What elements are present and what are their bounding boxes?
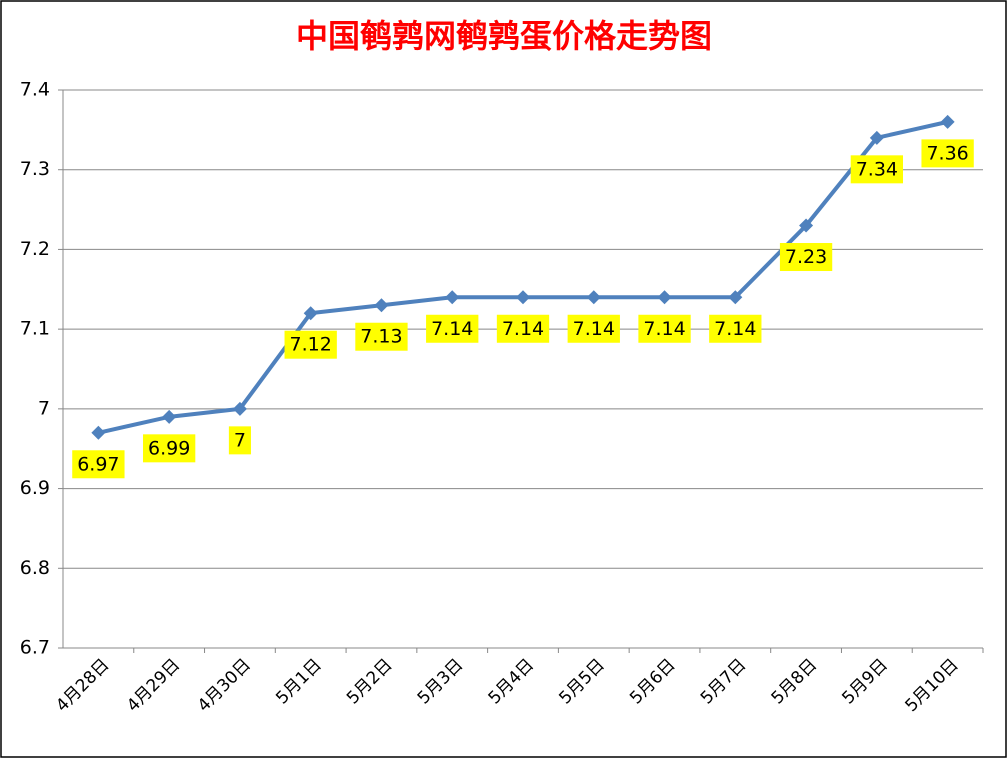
data-label: 7.12 — [284, 330, 337, 359]
data-label: 7.14 — [638, 314, 691, 343]
data-label-text: 6.97 — [77, 453, 119, 475]
data-label-bg — [709, 314, 762, 343]
data-label-text: 6.99 — [148, 437, 190, 459]
data-label-bg — [72, 450, 125, 479]
data-label-bg — [496, 314, 550, 343]
data-label: 7.34 — [850, 155, 904, 184]
point-marker — [728, 290, 743, 305]
y-tick-label: 6.8 — [20, 557, 50, 579]
data-label-text: 7.14 — [502, 318, 544, 340]
y-tick-label: 7 — [38, 397, 50, 419]
data-label: 7.14 — [709, 314, 762, 343]
data-label: 7.14 — [567, 314, 620, 343]
data-label-text: 7.36 — [926, 142, 968, 164]
data-label-bg — [850, 155, 904, 184]
y-tick-label: 6.7 — [20, 637, 50, 659]
data-label-text: 7.14 — [431, 318, 473, 340]
point-marker — [445, 290, 460, 305]
data-label: 6.99 — [142, 434, 196, 463]
data-label-bg — [426, 314, 479, 343]
data-label-text: 7.14 — [643, 318, 685, 340]
point-marker — [586, 290, 601, 305]
point-marker — [516, 290, 530, 305]
data-label-text: 7.14 — [573, 318, 615, 340]
data-label-text: 7.12 — [290, 334, 332, 356]
data-label: 7.14 — [426, 314, 479, 343]
data-label: 7.14 — [496, 314, 550, 343]
data-label-bg — [779, 243, 833, 272]
y-tick-label: 7.2 — [20, 238, 50, 260]
point-marker — [162, 409, 177, 424]
data-label-text: 7.14 — [714, 318, 756, 340]
data-label: 7.13 — [355, 322, 408, 351]
data-label-bg — [638, 314, 691, 343]
point-marker — [799, 218, 814, 233]
y-tick-label: 6.9 — [20, 477, 50, 499]
point-marker — [940, 114, 955, 129]
point-marker — [303, 306, 318, 321]
data-label: 7.23 — [779, 243, 833, 272]
point-marker — [91, 425, 106, 440]
point-marker — [869, 130, 884, 145]
data-label: 7.36 — [921, 139, 974, 168]
y-tick-label: 7.3 — [20, 158, 50, 180]
data-label: 7 — [228, 426, 251, 455]
point-marker — [232, 401, 247, 416]
data-label-text: 7.23 — [785, 246, 827, 268]
data-label-bg — [142, 434, 196, 463]
y-tick-label: 7.4 — [20, 79, 50, 101]
data-label-text: 7 — [234, 429, 246, 451]
data-label: 6.97 — [72, 450, 125, 479]
chart-title: 中国鹌鹑网鹌鹑蛋价格走势图 — [296, 17, 712, 55]
data-label-text: 7.13 — [360, 326, 402, 348]
data-label-bg — [921, 139, 974, 168]
data-label-bg — [567, 314, 620, 343]
data-label-bg — [355, 322, 408, 351]
point-marker — [657, 290, 672, 305]
data-label-text: 7.34 — [856, 158, 898, 180]
data-label-bg — [284, 330, 337, 359]
point-marker — [374, 298, 389, 313]
y-tick-label: 7.1 — [20, 318, 50, 340]
data-label-bg — [228, 426, 251, 455]
